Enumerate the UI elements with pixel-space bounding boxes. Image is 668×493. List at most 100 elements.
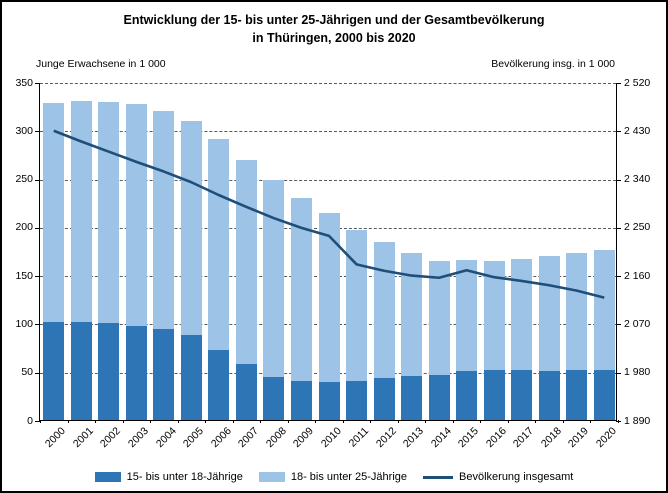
x-axis-tick [150, 420, 152, 423]
gridline [40, 83, 616, 84]
bar-segment-18-25 [483, 260, 505, 370]
plot-area [35, 83, 621, 423]
x-axis-tick [480, 420, 482, 423]
bar-segment-15-18 [208, 349, 230, 420]
chart-title: Entwicklung der 15- bis unter 25-Jährige… [2, 11, 666, 47]
x-axis-tick [397, 420, 399, 423]
x-axis-tick [287, 420, 289, 423]
left-axis-tick [35, 227, 40, 229]
x-axis-tick [260, 420, 262, 423]
legend-label-population: Bevölkerung insgesamt [459, 471, 574, 483]
x-axis-year-label: 2000 [43, 425, 69, 451]
x-axis-tick [452, 420, 454, 423]
bar-segment-15-18 [346, 381, 368, 420]
left-axis-tick [35, 372, 40, 374]
bar-segment-18-25 [180, 120, 202, 336]
bar-segment-15-18 [263, 376, 285, 420]
left-axis-tick [35, 83, 40, 84]
bar-segment-18-25 [373, 242, 395, 379]
left-axis-tick [35, 324, 40, 326]
x-axis-tick [67, 420, 69, 423]
bar-segment-18-25 [70, 101, 92, 323]
x-axis-tick [40, 420, 41, 423]
bar-segment-15-18 [373, 378, 395, 420]
right-axis-tick-label: 1 980 [624, 366, 651, 379]
bar-segment-18-25 [428, 260, 450, 375]
x-axis-tick-labels: 2000 2001 2002 2003 2004 2005 2006 2007 2008 2009… [39, 425, 618, 461]
left-axis-tick-label: 300 [15, 124, 33, 137]
bar-segment-15-18 [180, 335, 202, 420]
bar-segment-18-25 [401, 252, 423, 376]
left-axis-tick-label: 50 [21, 366, 33, 379]
legend-swatch-population-line [423, 475, 454, 479]
bar-segment-18-25 [235, 160, 257, 364]
x-axis-year-label: 2012 [373, 425, 399, 451]
x-axis-tick [562, 420, 564, 423]
bar-segment-15-18 [153, 329, 175, 420]
bar-segment-15-18 [538, 370, 560, 420]
left-axis-tick [35, 276, 40, 278]
right-axis-label: Bevölkerung insg. in 1 000 [491, 58, 615, 70]
bar-segment-18-25 [263, 179, 285, 377]
chart-title-line1: Entwicklung der 15- bis unter 25-Jährige… [123, 13, 545, 27]
legend: 15- bis unter 18-Jährige 18- bis unter 2… [2, 471, 666, 483]
left-axis-tick-label: 200 [15, 221, 33, 234]
legend-item-18-25: 18- bis unter 25-Jährige [258, 471, 407, 483]
x-axis-year-label: 2011 [346, 425, 372, 450]
x-axis-year-label: 2007 [235, 425, 261, 451]
gridline [40, 179, 616, 181]
left-axis-tick-label: 350 [15, 76, 33, 89]
bar-segment-15-18 [290, 381, 312, 420]
x-axis-year-label: 2002 [98, 425, 124, 451]
right-axis-tick-label: 2 070 [624, 317, 651, 330]
left-axis-tick [35, 421, 40, 422]
x-axis-tick [95, 420, 97, 423]
legend-swatch-18-25 [258, 472, 285, 482]
x-axis-tick [177, 420, 179, 423]
x-axis-year-label: 2001 [70, 425, 96, 451]
bar-segment-18-25 [290, 197, 312, 382]
bar-segment-15-18 [401, 375, 423, 420]
left-axis-tick-label: 250 [15, 173, 33, 186]
bar-segment-18-25 [153, 110, 175, 330]
left-axis-tick [35, 131, 40, 133]
right-axis-tick-label: 1 890 [624, 414, 651, 427]
bar-segment-15-18 [593, 369, 615, 420]
bar-segment-15-18 [125, 326, 147, 420]
bar-segment-15-18 [456, 370, 478, 420]
right-axis-tick [616, 324, 621, 326]
right-axis-tick [616, 83, 621, 84]
bar-segment-18-25 [456, 259, 478, 371]
legend-item-15-18: 15- bis unter 18-Jährige [94, 471, 243, 483]
x-axis-year-label: 2019 [566, 425, 592, 451]
right-axis-tick-label: 2 160 [624, 269, 651, 282]
bar-segment-15-18 [318, 382, 340, 420]
bar-segment-18-25 [98, 102, 120, 324]
right-axis-tick [616, 372, 621, 374]
right-axis-tick [616, 131, 621, 133]
left-axis-tick-label: 0 [27, 414, 33, 427]
population-line [53, 129, 605, 299]
bar-segment-18-25 [43, 103, 65, 322]
x-axis-year-label: 2017 [511, 425, 537, 451]
chart-title-line2: in Thüringen, 2000 bis 2020 [252, 31, 416, 45]
x-axis-year-label: 2003 [125, 425, 151, 451]
bar-segment-18-25 [318, 213, 340, 383]
x-axis-tick [342, 420, 344, 423]
right-axis-tick [616, 227, 621, 229]
bar-segment-15-18 [511, 369, 533, 420]
bar-segment-18-25 [593, 250, 615, 370]
x-axis-year-label: 2016 [483, 425, 509, 451]
x-axis-tick [205, 420, 207, 423]
legend-swatch-15-18 [94, 472, 121, 482]
bar-segment-18-25 [346, 229, 368, 382]
bar-segment-15-18 [483, 369, 505, 420]
x-axis-tick [618, 420, 619, 423]
x-axis-year-label: 2005 [180, 425, 206, 451]
bar-segment-15-18 [428, 374, 450, 420]
x-axis-year-label: 2014 [428, 425, 454, 451]
left-axis-label: Junge Erwachsene in 1 000 [36, 58, 166, 70]
right-axis-tick [616, 179, 621, 181]
bar-segment-18-25 [511, 258, 533, 370]
